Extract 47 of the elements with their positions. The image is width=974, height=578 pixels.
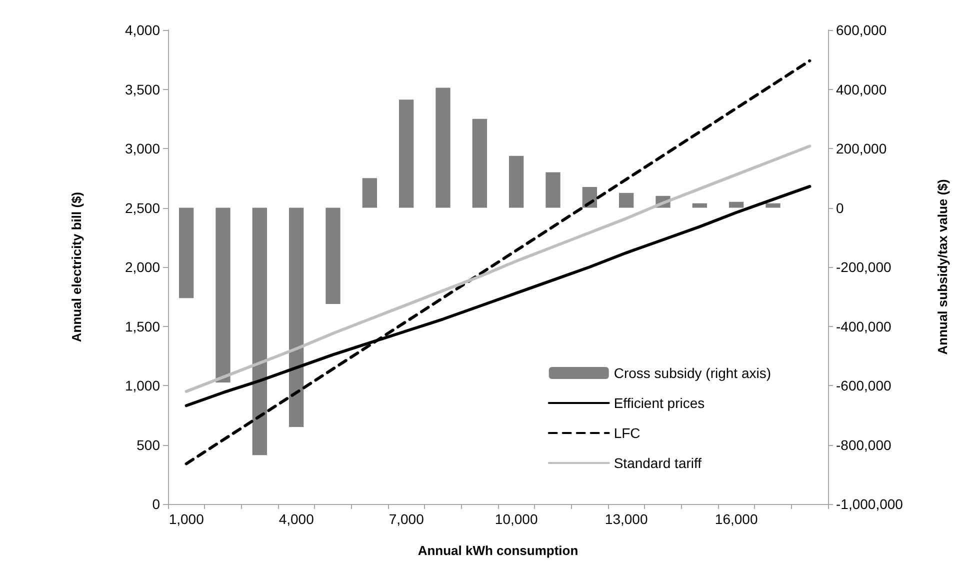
- y-tick-label: 2,000: [124, 259, 160, 275]
- y2-tick-label: 600,000: [836, 22, 887, 38]
- y-tick-label: 3,500: [124, 81, 160, 98]
- y2-tick-label: -400,000: [836, 318, 892, 334]
- y2-tick-label: 400,000: [836, 81, 887, 98]
- line-series: [184, 144, 812, 393]
- legend-label: LFC: [614, 425, 640, 441]
- x-tick-label: 10,000: [494, 511, 538, 527]
- y-tick-label: 0: [152, 496, 160, 512]
- y-tick-label: 4,000: [124, 22, 160, 38]
- x-tick-label: 13,000: [604, 511, 648, 527]
- bar: [252, 208, 267, 456]
- bar: [399, 100, 414, 208]
- y2-tick-label: -800,000: [836, 436, 892, 453]
- x-axis-title: Annual kWh consumption: [418, 543, 578, 558]
- y2-axis-title: Annual subsidy/tax value ($): [935, 179, 950, 355]
- bar: [216, 208, 230, 383]
- y-tick-label: 3,000: [124, 140, 160, 156]
- legend-label: Efficient prices: [614, 395, 705, 411]
- x-tick-label: 1,000: [168, 511, 204, 527]
- y2-tick-label: -200,000: [836, 259, 892, 275]
- x-tick-label: 16,000: [714, 511, 758, 527]
- legend-label: Cross subsidy (right axis): [614, 365, 772, 381]
- bar: [546, 172, 560, 208]
- bar: [362, 178, 377, 208]
- bar: [436, 88, 450, 208]
- x-tick-label: 7,000: [388, 511, 424, 527]
- y2-tick-label: -600,000: [836, 378, 892, 394]
- bar: [509, 156, 524, 208]
- y-tick-label: 2,500: [124, 200, 160, 216]
- y-tick-label: 1,000: [124, 378, 160, 394]
- y2-tick-label: 0: [836, 200, 844, 216]
- bar: [729, 202, 744, 208]
- bar: [179, 208, 194, 298]
- y-tick-label: 1,500: [124, 318, 160, 334]
- x-tick-label: 4,000: [278, 511, 314, 527]
- bar: [766, 203, 780, 208]
- bar: [692, 203, 707, 208]
- bar: [472, 118, 487, 208]
- bar: [326, 208, 340, 304]
- y2-tick-label: -1,000,000: [836, 496, 904, 512]
- bar: [289, 208, 304, 427]
- bar: [619, 192, 634, 208]
- y-axis-title: Annual electricity bill ($): [69, 192, 84, 342]
- y-tick-label: 500: [136, 436, 160, 453]
- y2-tick-label: 200,000: [836, 140, 887, 156]
- legend-label: Standard tariff: [614, 455, 702, 471]
